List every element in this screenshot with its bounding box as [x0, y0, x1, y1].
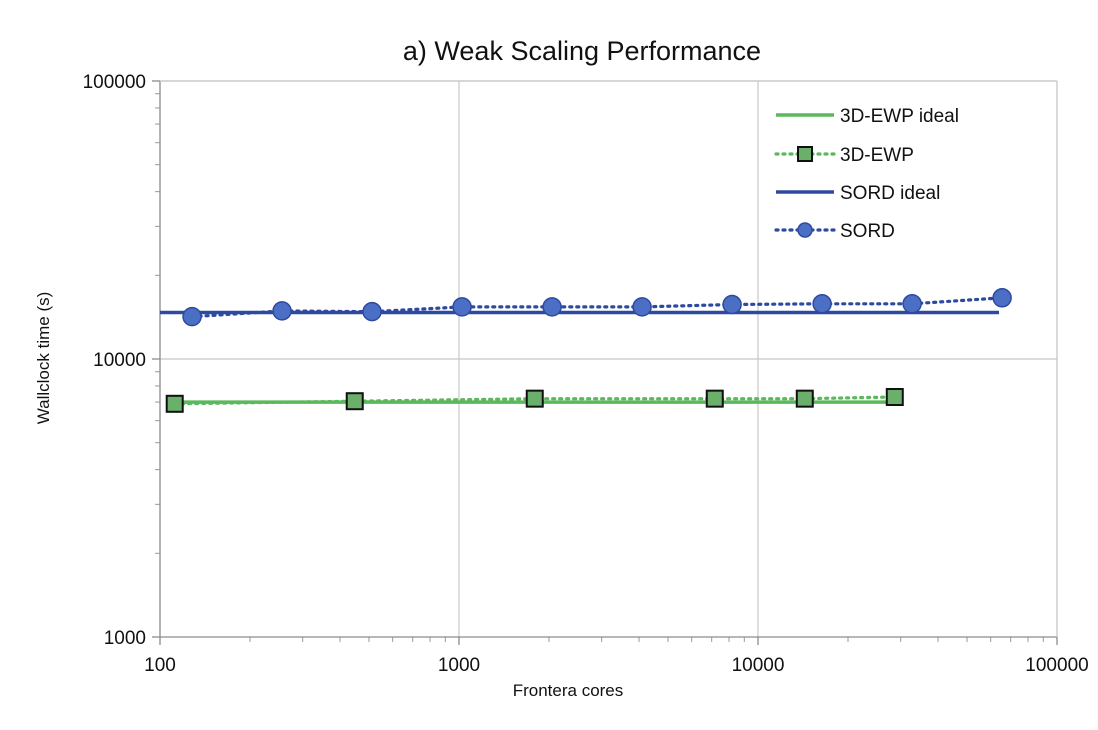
data-point-3d-ewp [525, 389, 544, 408]
y-tick-labels: 1000 10000 100000 [83, 72, 146, 649]
x-tick-label: 1000 [438, 655, 480, 676]
legend-label-sord-ideal: SORD ideal [840, 183, 940, 204]
data-point-sord [902, 294, 922, 314]
data-point-3d-ewp [705, 389, 724, 408]
data-point-sord [272, 301, 292, 321]
x-tick-label: 100000 [1025, 655, 1088, 676]
x-tick-label: 10000 [732, 655, 785, 676]
data-point-sord [992, 288, 1012, 308]
data-point-sord [452, 297, 472, 317]
x-axis-label: Frontera cores [513, 681, 624, 700]
data-point-3d-ewp [165, 394, 184, 413]
data-point-sord [542, 297, 562, 317]
series-3d-ewp [165, 387, 904, 413]
data-point-3d-ewp [885, 387, 904, 406]
x-tick-labels: 100 1000 10000 100000 [144, 655, 1089, 676]
data-point-sord [182, 306, 202, 327]
axes [152, 80, 1058, 645]
legend-label-3d-ewp-ideal: 3D-EWP ideal [840, 106, 959, 127]
y-tick-label: 1000 [104, 628, 146, 649]
x-tick-label: 100 [144, 655, 176, 676]
legend-marker-3d-ewp [797, 146, 813, 162]
data-point-sord [722, 294, 742, 315]
series-layer [160, 288, 1012, 413]
legend-label-3d-ewp: 3D-EWP [840, 145, 914, 166]
legend-label-sord: SORD [840, 221, 895, 242]
data-point-3d-ewp [345, 392, 364, 411]
data-point-sord [812, 294, 832, 314]
y-axis-label: Wallclock time (s) [34, 292, 53, 425]
data-point-sord [362, 301, 382, 322]
data-point-sord [632, 297, 652, 317]
legend: 3D-EWP ideal 3D-EWP SORD ideal SORD [774, 106, 959, 242]
y-tick-label: 100000 [83, 72, 146, 93]
legend-marker-sord [797, 222, 813, 238]
series-sord [182, 288, 1012, 327]
y-tick-label: 10000 [93, 350, 146, 371]
data-point-3d-ewp [795, 389, 814, 408]
chart-title: a) Weak Scaling Performance [403, 36, 761, 66]
series-line-sord [190, 296, 1004, 319]
series-line-3d-ewp [173, 395, 897, 406]
